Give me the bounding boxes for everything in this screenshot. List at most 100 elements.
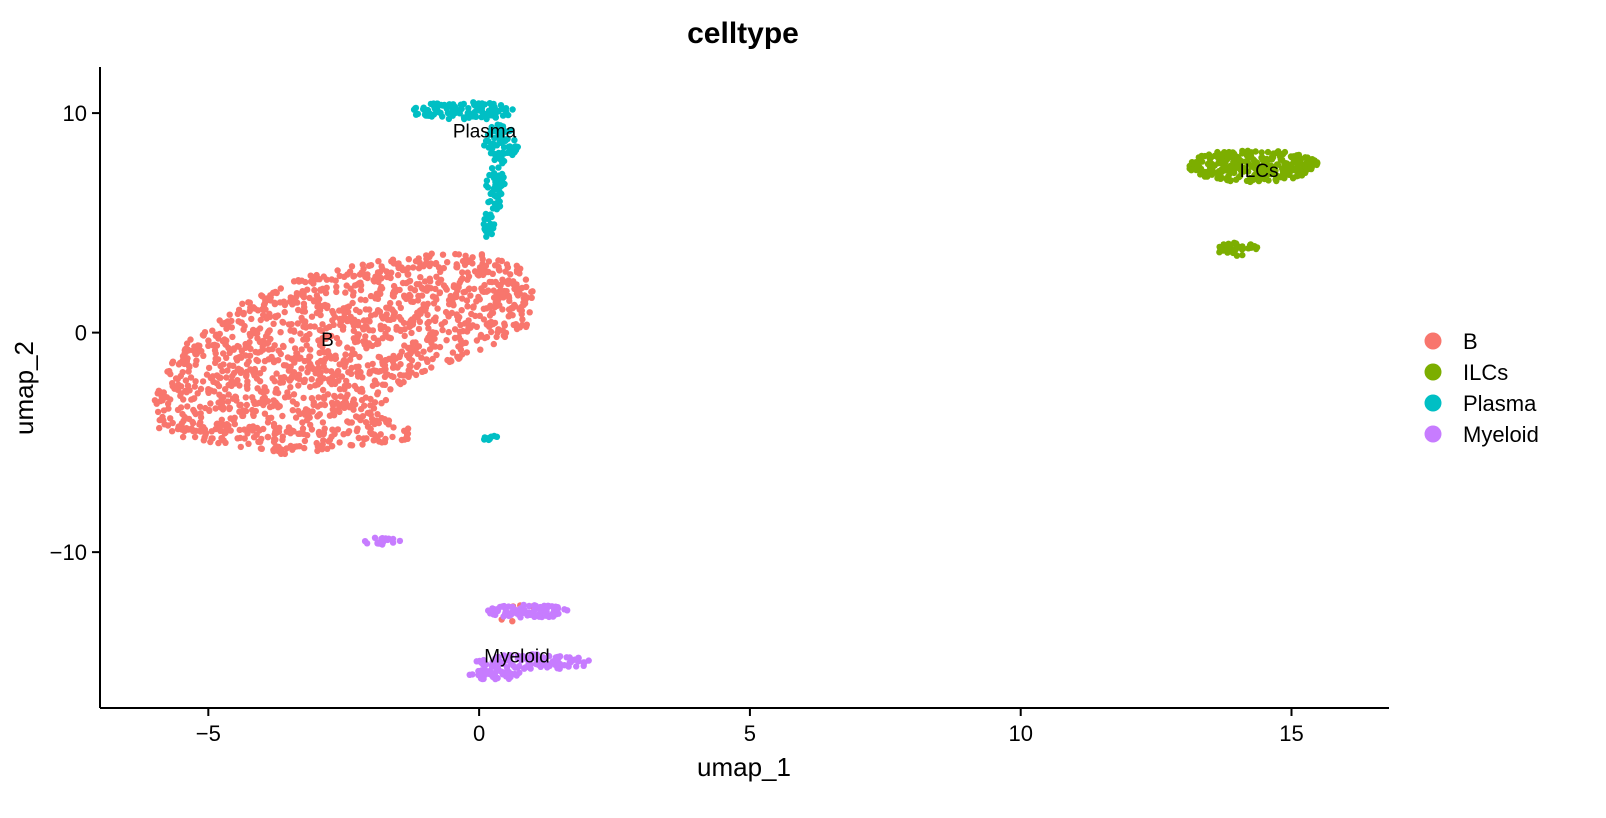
point-b [237,366,245,374]
point-b [186,387,193,394]
point-b [379,335,386,342]
point-b [374,308,382,315]
point-b [405,367,412,374]
point-b [449,349,457,356]
point-myeloid [545,602,553,610]
point-b [175,361,183,368]
point-b [172,375,180,382]
point-b [211,347,219,354]
point-b [218,399,225,406]
point-b [235,318,242,325]
point-b [428,364,435,371]
point-b [239,412,246,420]
point-ilcs [1240,149,1247,156]
point-b [197,385,205,393]
point-b [182,377,190,384]
point-b [397,304,404,311]
point-b [495,266,503,273]
point-b [221,336,228,343]
point-plasma [491,134,498,142]
point-myeloid [563,654,570,661]
point-b [356,308,363,316]
point-b [418,354,425,361]
point-b [368,430,376,437]
point-b [422,304,430,312]
point-plasma [509,106,516,113]
point-ilcs [1289,175,1297,182]
point-b [445,328,452,336]
point-b [334,267,341,274]
point-ilcs [1227,162,1235,169]
point-b [242,352,249,359]
point-myeloid [485,607,492,614]
point-b [492,299,499,306]
point-b [295,382,302,389]
point-b [423,336,431,344]
series-b-points [151,250,536,625]
point-b [432,260,439,268]
x-tick-label: 5 [744,721,756,746]
point-b [349,346,356,353]
point-b [438,321,445,328]
point-b [480,316,488,323]
point-ilcs [1240,168,1247,175]
point-b [336,439,343,446]
point-b [446,301,453,308]
point-b [185,347,192,354]
x-axis-ticks: −5 0 5 10 15 [196,708,1304,746]
point-b [408,329,415,337]
point-b [366,318,373,325]
point-b [385,417,393,424]
point-b [423,255,430,263]
point-b [246,307,253,315]
point-b [367,342,374,349]
point-b [383,311,390,318]
point-b [374,411,381,418]
point-b [432,314,439,321]
point-plasma [486,171,493,179]
point-ilcs [1218,160,1225,167]
point-b [383,268,390,275]
point-b [225,344,232,352]
point-b [406,277,414,285]
point-b [459,269,466,276]
point-myeloid [519,652,526,660]
point-b [348,364,355,372]
point-b [474,269,482,276]
point-b [513,290,521,297]
point-ilcs [1188,166,1195,174]
point-ilcs [1279,150,1287,158]
point-b [374,391,381,398]
point-b [485,287,492,294]
point-b [184,355,191,362]
point-b [387,299,394,307]
point-ilcs [1268,154,1276,161]
point-b [313,276,321,283]
point-b [198,347,205,355]
point-plasma [478,113,485,121]
point-b [444,356,451,364]
point-b [340,305,347,312]
point-b [395,264,402,272]
point-b [306,294,313,302]
point-b [317,357,324,365]
point-b [316,349,324,356]
point-b [220,394,227,401]
point-plasma [481,142,488,149]
point-b [253,356,260,364]
point-ilcs [1264,148,1272,156]
point-b [215,382,223,390]
point-b [362,394,369,401]
point-myeloid [525,602,533,610]
point-b [336,408,343,416]
point-myeloid [477,675,485,682]
point-plasma [414,110,422,118]
point-b [301,444,308,452]
point-plasma [494,193,502,201]
point-b [253,375,261,382]
point-plasma [496,133,504,141]
point-plasma [492,114,499,121]
point-b [272,436,279,443]
point-plasma [485,215,492,223]
point-b [287,442,294,450]
